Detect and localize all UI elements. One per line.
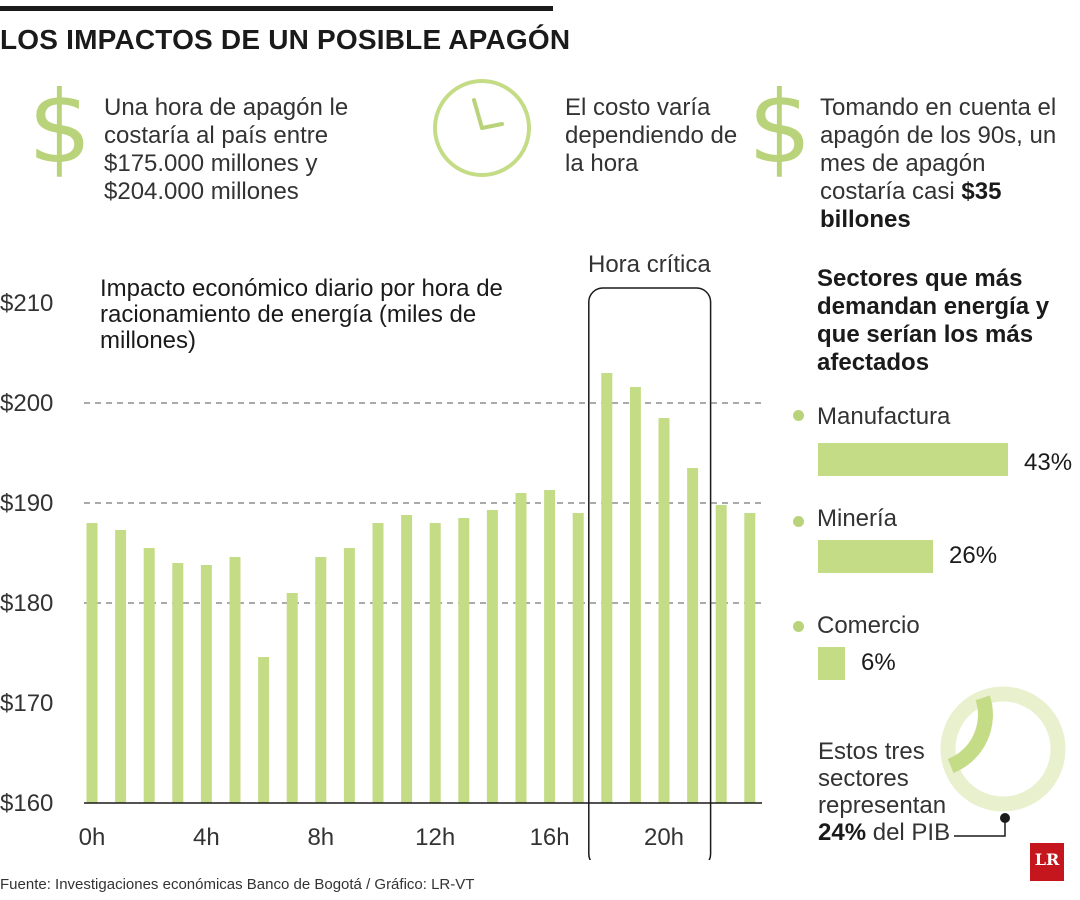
x-tick-label: 12h bbox=[415, 824, 455, 851]
pib-text-post: del PIB bbox=[872, 819, 951, 846]
bar-5h bbox=[229, 557, 241, 803]
top-rule bbox=[0, 6, 553, 11]
y-tick-label: $160 bbox=[0, 790, 53, 817]
x-tick-label: 16h bbox=[530, 824, 570, 851]
bar-12h bbox=[429, 523, 441, 803]
stat-monthly-cost-text: Tomando en cuenta el apagón de los 90s, … bbox=[820, 94, 1057, 205]
bar-16h bbox=[544, 490, 556, 803]
page-title: LOS IMPACTOS DE UN POSIBLE APAGÓN bbox=[0, 24, 571, 55]
y-tick-label: $200 bbox=[0, 390, 53, 417]
y-tick-label: $180 bbox=[0, 590, 53, 617]
donut-ring bbox=[940, 686, 1066, 812]
sector-name-comercio: Comercio bbox=[817, 612, 920, 639]
bar-3h bbox=[172, 563, 184, 803]
bar-14h bbox=[486, 510, 498, 803]
stat-cost-per-hour: Una hora de apagón le costaría al país e… bbox=[104, 94, 349, 205]
sector-pct-mineria: 26% bbox=[949, 542, 998, 569]
bar-8h bbox=[315, 557, 327, 803]
pib-leader-line bbox=[954, 813, 1010, 837]
bar-15h bbox=[515, 493, 527, 803]
y-tick-label: $190 bbox=[0, 490, 53, 517]
pib-text-pre: Estos tres sectores representan bbox=[818, 738, 947, 819]
critical-hour-label: Hora crítica bbox=[588, 251, 711, 278]
sector-bar-manufactura bbox=[818, 443, 1008, 476]
bar-20h bbox=[658, 418, 670, 803]
sectors-title: Sectores que más demandan energía y que … bbox=[817, 265, 1050, 376]
stat-cost-varies: El costo varía dependiendo de la hora bbox=[565, 94, 738, 177]
bar-22h bbox=[715, 505, 727, 803]
sector-bar-comercio bbox=[818, 647, 845, 680]
donut-arc-pib bbox=[947, 695, 993, 773]
bar-11h bbox=[401, 515, 413, 803]
bar-23h bbox=[744, 513, 756, 803]
bar-19h bbox=[629, 387, 641, 803]
bar-10h bbox=[372, 523, 384, 803]
dollar-icon: $ bbox=[28, 69, 92, 186]
y-tick-label: $210 bbox=[0, 290, 53, 317]
dollar-icon: $ bbox=[748, 69, 812, 186]
x-tick-label: 8h bbox=[307, 824, 334, 851]
bar-4h bbox=[200, 565, 212, 803]
sector-bar-mineria bbox=[818, 540, 933, 573]
bar-17h bbox=[572, 513, 584, 803]
source-note: Fuente: Investigaciones económicas Banco… bbox=[0, 876, 475, 893]
sector-bullet bbox=[793, 516, 804, 527]
pib-share: 24% bbox=[818, 819, 867, 846]
bar-6h bbox=[258, 657, 270, 803]
critical-hour-box bbox=[588, 287, 712, 860]
x-tick-label: 4h bbox=[193, 824, 220, 851]
sector-pct-comercio: 6% bbox=[861, 649, 896, 676]
sector-name-manufactura: Manufactura bbox=[817, 403, 951, 430]
sector-bullet bbox=[793, 410, 804, 421]
y-tick-label: $170 bbox=[0, 690, 53, 717]
pib-text: Estos tres sectores representan 24% del … bbox=[818, 738, 968, 846]
stat-monthly-cost-amount: $35 billones bbox=[820, 178, 1002, 233]
lr-logo: LR bbox=[1030, 843, 1064, 881]
sector-pct-manufactura: 43% bbox=[1024, 449, 1073, 476]
bar-21h bbox=[687, 468, 699, 803]
bar-13h bbox=[458, 518, 470, 803]
bar-0h bbox=[86, 523, 98, 803]
x-tick-label: 20h bbox=[644, 824, 684, 851]
bar-7h bbox=[286, 593, 298, 803]
stat-monthly-cost: Tomando en cuenta el apagón de los 90s, … bbox=[820, 94, 1060, 234]
pib-donut bbox=[940, 686, 1066, 812]
bar-18h bbox=[601, 373, 613, 803]
sector-bullet bbox=[793, 621, 804, 632]
x-tick-label: 0h bbox=[79, 824, 106, 851]
bar-1h bbox=[115, 530, 127, 803]
bar-9h bbox=[343, 548, 355, 803]
sector-name-mineria: Minería bbox=[817, 505, 898, 532]
clock-icon bbox=[433, 79, 531, 177]
bar-2h bbox=[143, 548, 155, 803]
bar-chart: $160 $170 $180 $190 $200 $210 0h 4h 8h 12h 16h 20h bbox=[0, 287, 762, 860]
chart-title: Impacto económico diario por hora de rac… bbox=[100, 275, 503, 354]
